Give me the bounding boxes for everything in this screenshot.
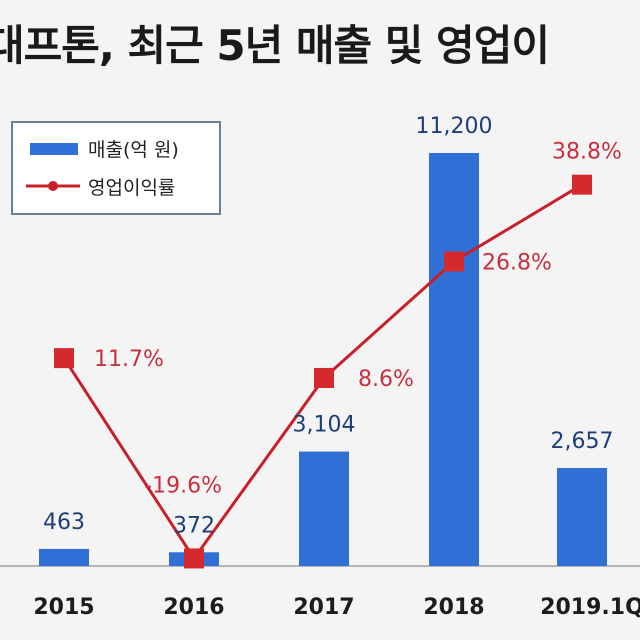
bar-2017 [299, 451, 349, 566]
bar-2019.1Q [557, 468, 607, 566]
margin-marker-2016 [184, 548, 204, 569]
margin-value-label: -19.6% [144, 473, 222, 498]
bar-value-label: 11,200 [416, 114, 493, 139]
x-tick-label: 2016 [163, 595, 224, 620]
bar-value-label: 372 [173, 513, 215, 538]
margin-marker-2015 [54, 348, 74, 369]
bar-value-label: 2,657 [551, 429, 614, 454]
x-tick-label: 2017 [293, 595, 354, 620]
bar-2018 [429, 153, 479, 566]
x-tick-label: 2019.1Q [540, 595, 640, 620]
bar-series [39, 153, 607, 566]
margin-marker-2019.1Q [572, 174, 592, 195]
legend: 매출(억 원) 영업이익률 [11, 121, 221, 215]
margin-value-label: 11.7% [94, 347, 164, 372]
x-tick-label: 2015 [33, 595, 94, 620]
bar-value-label: 463 [43, 510, 85, 535]
legend-marker-swatch [48, 181, 58, 191]
legend-box [11, 121, 221, 215]
data-labels: 463 372 3,104 11,200 2,657 11.7% -19.6% 8.6% 26.… [33, 114, 640, 620]
bar-value-label: 3,104 [293, 413, 356, 438]
x-tick-label: 2018 [423, 595, 484, 620]
bar-2015 [39, 548, 89, 566]
legend-bar-swatch [30, 143, 78, 155]
margin-value-label: 26.8% [482, 250, 552, 275]
margin-marker-2017 [314, 367, 334, 388]
legend-label-revenue: 매출(억 원) [88, 139, 179, 161]
margin-value-label: 38.8% [552, 140, 622, 165]
margin-marker-2018 [444, 251, 464, 272]
chart-title: 대프톤, 최근 5년 매출 및 영업이 [0, 21, 550, 70]
margin-value-label: 8.6% [358, 367, 414, 392]
legend-label-margin: 영업이익률 [88, 177, 175, 199]
line-series [54, 174, 592, 569]
